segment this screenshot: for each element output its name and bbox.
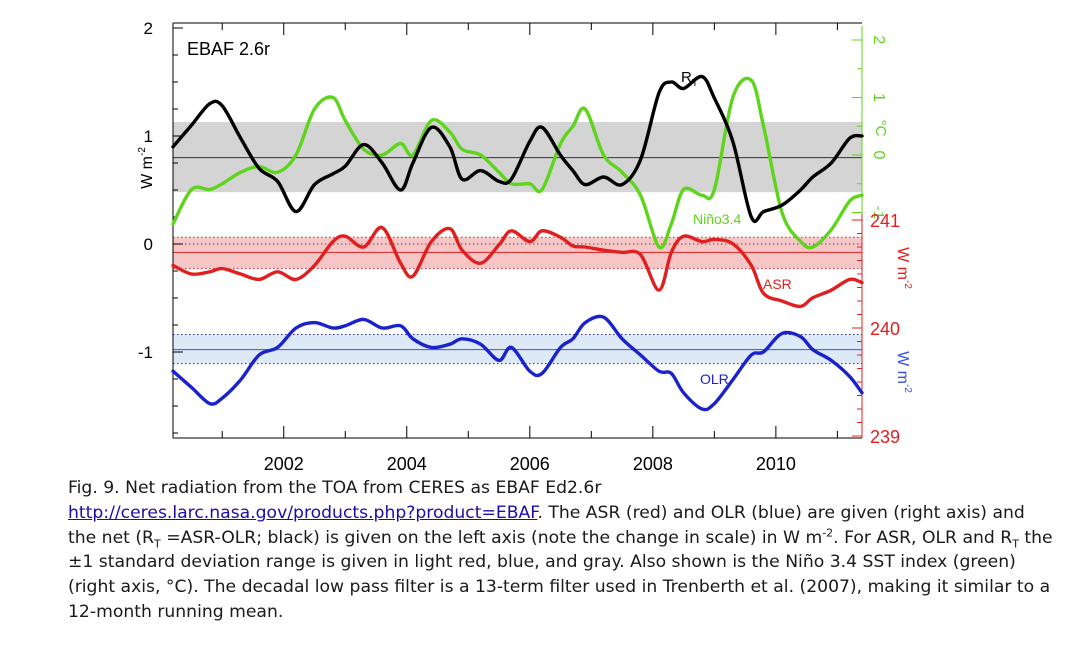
left-tick-label: -1 xyxy=(138,343,153,362)
flux-tick-label: 239 xyxy=(870,427,900,447)
olr-unit-label: W m-2 xyxy=(894,351,913,393)
left-axis-label: W m-2 xyxy=(137,147,156,189)
caption-line1: Fig. 9. Net radiation from the TOA from … xyxy=(68,478,602,498)
left-tick-label: 0 xyxy=(144,235,153,254)
flux-tick-label: 240 xyxy=(870,319,900,339)
flux-unit-label-text: W m-2 xyxy=(894,351,913,393)
caption-part3: =ASR-OLR; black) is given on the left ax… xyxy=(160,527,823,548)
x-tick-label: 2006 xyxy=(510,454,550,470)
nino34-line xyxy=(171,76,864,250)
series-lines xyxy=(171,74,864,412)
left-tick-label: 2 xyxy=(144,19,153,38)
temp-tick-label-text: 1 xyxy=(870,93,887,102)
temp-unit-label: °C xyxy=(872,120,889,137)
temp-tick-label: 1 xyxy=(870,93,887,102)
caption-link[interactable]: http://ceres.larc.nasa.gov/products.php?… xyxy=(68,502,538,523)
temp-tick-label: 0 xyxy=(870,151,887,160)
temp-tick-label: 2 xyxy=(870,36,887,45)
rt-std-band xyxy=(173,121,862,193)
caption-sub2: T xyxy=(1012,537,1019,551)
olr-line xyxy=(171,314,864,412)
x-tick-label: 2008 xyxy=(633,454,673,470)
caption-part4: . For ASR, OLR and R xyxy=(833,527,1013,548)
chart-frame xyxy=(172,22,863,439)
temp-unit-label-text: °C xyxy=(872,120,889,137)
left-axis-label-text: W m-2 xyxy=(137,147,156,189)
caption-part5: the ±1 standard deviation range is given… xyxy=(68,527,1053,622)
temp-tick-label-text: -1 xyxy=(870,206,887,219)
asr-std-band xyxy=(173,237,862,269)
rt-line xyxy=(171,74,864,224)
temp-tick-label-text: 2 xyxy=(870,36,887,45)
caption-part2: . The ASR (red) and OLR (blue) are given… xyxy=(68,502,1025,548)
x-tick-label: 2010 xyxy=(756,454,796,470)
chart-area: 2 1 0 -1 W m-2 2002 2004 2006 2008 2010 2 1 0 -1 °C 241… xyxy=(137,19,913,470)
asr-unit-label: W m-2 xyxy=(894,247,913,289)
chart-title: EBAF 2.6r xyxy=(187,39,270,59)
x-tick-label: 2002 xyxy=(264,454,304,470)
temp-tick-label-text: 0 xyxy=(870,151,887,160)
left-axis-label-sup: -2 xyxy=(137,147,148,156)
std-dev-bands xyxy=(173,121,862,365)
x-tick-label: 2004 xyxy=(387,454,427,470)
asr-annotation: ASR xyxy=(763,276,792,292)
rt-annotation-sub: T xyxy=(692,78,698,89)
left-tick-label: 1 xyxy=(144,127,153,146)
flux-unit-label-sup: -2 xyxy=(902,280,913,289)
figure-caption: Fig. 9. Net radiation from the TOA from … xyxy=(68,476,1058,625)
chart-text: 2 1 0 -1 W m-2 2002 2004 2006 2008 2010 2 1 0 -1 °C 241… xyxy=(137,19,913,470)
asr-line xyxy=(171,225,864,309)
caption-sup1: -2 xyxy=(822,525,834,539)
flux-unit-label-text: W m-2 xyxy=(894,247,913,289)
flux-tick-label: 241 xyxy=(870,211,900,231)
temp-tick-label: -1 xyxy=(870,206,887,219)
nino34-annotation: Niño3.4 xyxy=(693,211,741,227)
flux-unit-label-sup: -2 xyxy=(902,384,913,393)
olr-annotation: OLR xyxy=(700,371,729,387)
caption-sub1: T xyxy=(154,537,161,551)
